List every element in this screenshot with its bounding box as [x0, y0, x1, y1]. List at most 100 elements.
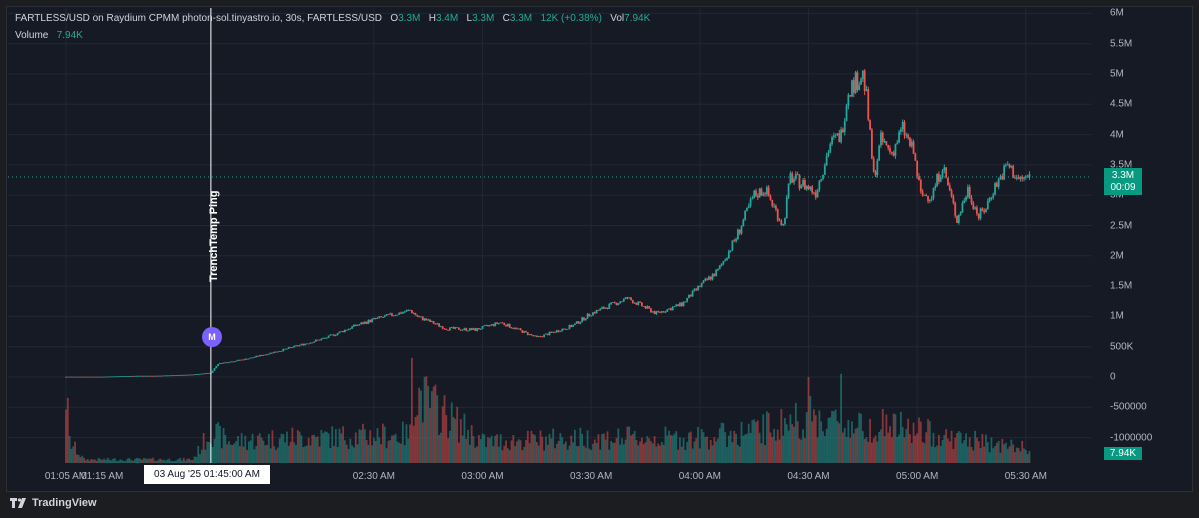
candle: [534, 335, 536, 337]
candle: [157, 375, 160, 377]
volume-bar: [918, 417, 920, 463]
volume-bar: [139, 458, 142, 463]
volume-bar: [581, 433, 584, 463]
candle: [374, 317, 377, 319]
volume-bar: [439, 432, 442, 463]
candle: [972, 203, 975, 209]
candle: [383, 315, 386, 318]
volume-bar: [398, 442, 401, 463]
volume-bar: [849, 437, 852, 463]
candle: [994, 183, 996, 195]
candle: [208, 373, 210, 374]
candle: [356, 325, 359, 326]
candle: [852, 80, 855, 93]
candle: [372, 317, 375, 319]
high-value: 3.4M: [435, 13, 459, 24]
volume-bar: [411, 358, 413, 463]
candle: [202, 373, 205, 375]
candle: [608, 304, 611, 309]
candle: [961, 203, 964, 213]
volume-bar: [789, 414, 792, 463]
volume-bar: [202, 432, 205, 463]
volume-bar: [784, 418, 786, 463]
candle: [345, 329, 348, 331]
volume-bar: [336, 446, 339, 463]
candle: [439, 326, 442, 328]
symbol-title[interactable]: FARTLESS/USD on Raydium CPMM photon-sol.…: [15, 13, 382, 24]
volume-bar: [773, 429, 776, 463]
volume-bar: [563, 444, 565, 463]
candle: [800, 185, 803, 189]
candle: [340, 331, 343, 332]
candle: [947, 177, 949, 186]
candle: [233, 361, 236, 363]
candle: [1005, 165, 1007, 167]
candle: [816, 189, 819, 198]
volume-bar: [425, 376, 428, 463]
volume-bar: [880, 429, 882, 463]
candle: [648, 306, 651, 309]
volume-bar: [508, 450, 511, 463]
volume-bar: [532, 434, 535, 463]
volume-bar: [128, 457, 131, 463]
volume-bar: [376, 428, 379, 463]
volume-bar: [912, 422, 915, 463]
candle: [796, 173, 799, 175]
candle: [702, 280, 705, 284]
volume-bar: [972, 450, 975, 463]
volume-bar: [220, 448, 223, 463]
candle: [881, 132, 884, 143]
volume-bar: [744, 434, 747, 463]
candle: [1006, 164, 1009, 166]
tradingview-brand: TradingView: [32, 497, 97, 509]
volume-bar: [353, 447, 355, 463]
volume-bar: [869, 418, 871, 463]
candle: [152, 375, 154, 377]
candle: [986, 201, 989, 210]
volume-bar: [948, 441, 951, 463]
annotation-label[interactable]: TrenchTemp Ping: [208, 190, 220, 282]
candle: [197, 374, 200, 375]
volume-bar: [349, 438, 352, 463]
candle: [950, 190, 953, 197]
candle: [66, 376, 69, 378]
candle: [832, 135, 835, 137]
tradingview-branding[interactable]: TradingView: [10, 497, 97, 509]
candle: [81, 376, 84, 378]
candle: [83, 376, 86, 378]
volume-bar: [327, 433, 330, 463]
volume-bar: [478, 435, 480, 463]
volume-bar: [731, 442, 734, 463]
annotation-badge[interactable]: M: [202, 327, 222, 347]
candle: [604, 307, 607, 309]
volume-bar: [166, 459, 169, 463]
volume-bar: [709, 439, 712, 463]
candle: [633, 302, 636, 304]
volume-bar: [559, 433, 562, 463]
volume-bar: [501, 450, 504, 463]
candle: [416, 315, 419, 317]
volume-bar: [66, 397, 69, 463]
candle: [767, 187, 770, 197]
volume-bar: [901, 426, 904, 463]
volume-bar: [92, 459, 95, 463]
volume-bar: [941, 440, 944, 463]
volume-bar: [516, 441, 518, 463]
candle: [184, 374, 187, 376]
candle: [660, 311, 663, 313]
volume-bar: [689, 431, 692, 463]
candle: [195, 374, 198, 375]
volume-bar: [708, 449, 710, 463]
volume-bar: [758, 432, 761, 463]
volume-legend[interactable]: Volume 7.94K: [15, 30, 83, 41]
candle: [508, 323, 511, 328]
volume-bar: [816, 437, 819, 463]
volume-bar: [146, 459, 149, 463]
candle: [711, 274, 714, 280]
volume-bar: [141, 459, 143, 463]
candle: [892, 152, 895, 156]
volume-bar: [845, 436, 848, 463]
volume-bar: [621, 438, 623, 463]
candle: [682, 301, 685, 307]
